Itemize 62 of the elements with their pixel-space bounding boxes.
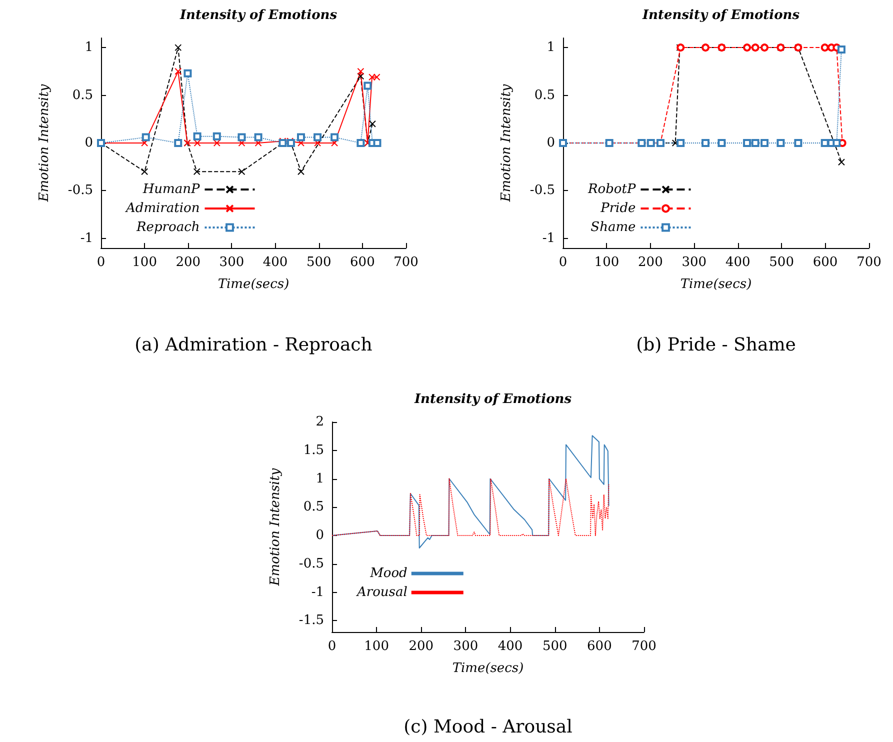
y-tick-label: 1.5	[303, 442, 324, 458]
x-tick-label: 500	[542, 639, 568, 654]
legend-label: Pride	[600, 201, 636, 216]
x-tick-label: 300	[219, 255, 244, 270]
x-axis-title: Time(secs)	[218, 277, 290, 292]
x-tick-label: 500	[769, 255, 794, 270]
y-tick-label: -1	[311, 584, 324, 600]
legend-label: Arousal	[356, 585, 408, 600]
y-tick-label: 2	[316, 414, 324, 430]
text: (b) Pride - Shame	[636, 334, 796, 356]
y-tick-label: 0.5	[72, 88, 93, 103]
x-tick-label: 400	[262, 255, 288, 270]
x-tick-label: 300	[682, 255, 707, 270]
legend-label: HumanP	[142, 182, 200, 197]
chart-title: Intensity of Emotions	[178, 8, 338, 23]
legend-label: Reproach	[135, 220, 200, 235]
text: (c) Mood - Arousal	[404, 716, 573, 738]
y-axis-title: Emotion Intensity	[499, 84, 514, 203]
y-tick-label: 1	[316, 471, 324, 486]
y-tick-label: 0	[546, 136, 555, 150]
legend-label: Shame	[590, 220, 636, 235]
x-tick-label: 300	[453, 639, 478, 654]
y-axis-title: Emotion Intensity	[37, 84, 52, 203]
x-tick-label: 200	[176, 255, 201, 270]
x-tick-label: 100	[364, 639, 389, 654]
x-tick-label: 0	[96, 255, 106, 270]
chart-title: Intensity of Emotions	[413, 392, 572, 407]
chart-title: Intensity of Emotions	[641, 8, 800, 23]
x-tick-label: 200	[638, 255, 663, 270]
text: (a) Admiration - Reproach	[134, 334, 373, 356]
x-tick-label: 100	[594, 255, 620, 270]
y-tick-label: -0.5	[68, 183, 93, 198]
x-tick-label: 200	[408, 639, 434, 654]
x-tick-label: 500	[306, 255, 332, 270]
y-tick-label: -1	[542, 230, 555, 246]
x-tick-label: 100	[132, 255, 157, 270]
x-tick-label: 700	[632, 639, 656, 654]
y-tick-label: -1.5	[298, 613, 324, 628]
y-tick-label: -0.5	[530, 183, 555, 198]
y-tick-label: 0.5	[303, 500, 324, 515]
x-tick-label: 400	[498, 639, 523, 654]
y-tick-label: 0	[316, 528, 324, 544]
x-tick-label: 0	[328, 639, 336, 654]
y-axis-title: Emotion Intensity	[268, 468, 283, 587]
x-tick-label: 600	[350, 255, 375, 270]
x-tick-label: 600	[587, 639, 612, 654]
x-tick-label: 700	[394, 255, 418, 270]
legend-label: Mood	[369, 566, 408, 581]
y-tick-label: 0	[84, 136, 93, 150]
x-tick-label: 400	[725, 255, 750, 270]
y-tick-label: 0.5	[534, 88, 555, 103]
y-tick-label: -1	[80, 230, 93, 246]
x-tick-label: 600	[812, 255, 838, 270]
y-tick-label: 1	[84, 40, 93, 56]
x-tick-label: 700	[856, 255, 882, 270]
x-tick-label: 0	[558, 255, 568, 270]
x-axis-title: Time(secs)	[452, 661, 524, 676]
legend-label: Admiration	[124, 201, 200, 216]
legend-label: RobotP	[587, 182, 636, 197]
y-tick-label: 1	[546, 40, 555, 56]
y-tick-label: -0.5	[298, 556, 324, 572]
x-axis-title: Time(secs)	[680, 277, 752, 292]
